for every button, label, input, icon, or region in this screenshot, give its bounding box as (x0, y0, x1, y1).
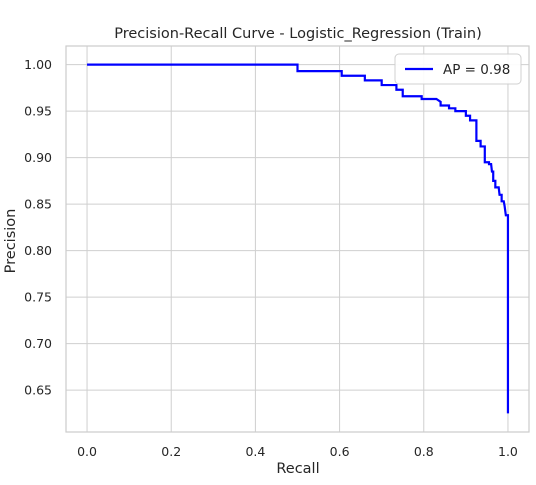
x-tick-label: 0.6 (330, 444, 350, 459)
x-tick-label: 0.0 (77, 444, 97, 459)
tick-labels: 0.0 0.2 0.4 0.6 0.8 1.0 0.65 0.70 0.75 0.80 0.85 0.… (24, 57, 518, 459)
series-layer (87, 63, 510, 414)
x-axis-label: Recall (276, 461, 319, 477)
legend-box (394, 53, 522, 85)
pr-curve-line (87, 63, 510, 414)
y-tick-label: 0.90 (24, 150, 52, 165)
legend: AP = 0.98 (394, 53, 522, 85)
legend-label: AP = 0.98 (443, 62, 510, 78)
y-tick-label: 0.65 (24, 383, 52, 398)
plot-frame (65, 45, 530, 433)
x-tick-label: 1.0 (498, 444, 518, 459)
x-tick-label: 0.2 (161, 444, 181, 459)
grid-lines (66, 46, 529, 432)
y-tick-label: 1.00 (24, 57, 52, 72)
chart-title: Precision-Recall Curve - Logistic_Regres… (114, 26, 481, 42)
x-tick-label: 0.4 (245, 444, 265, 459)
y-tick-label: 0.75 (24, 290, 52, 305)
y-tick-label: 0.70 (24, 336, 52, 351)
y-axis-label: Precision (3, 209, 19, 274)
y-tick-label: 0.95 (24, 104, 52, 119)
x-tick-label: 0.8 (414, 444, 434, 459)
y-tick-label: 0.85 (24, 197, 52, 212)
y-tick-label: 0.80 (24, 243, 52, 258)
